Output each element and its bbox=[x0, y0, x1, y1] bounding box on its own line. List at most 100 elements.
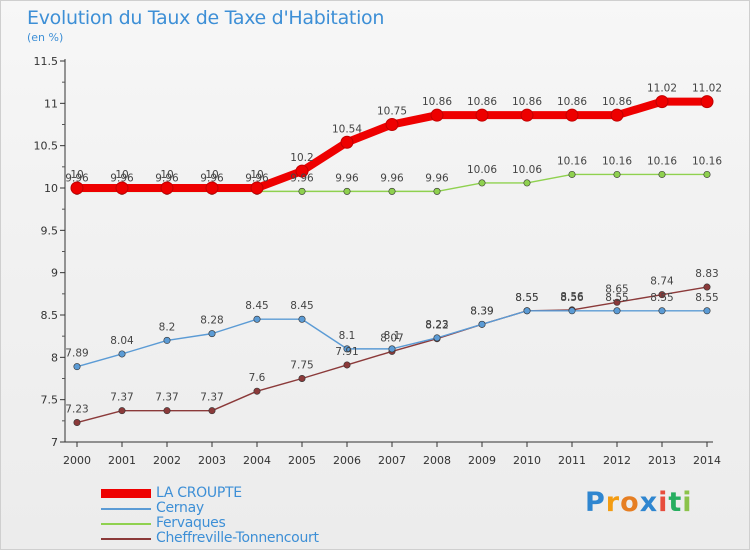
data-label: 9.96 bbox=[110, 172, 134, 184]
data-point bbox=[208, 407, 216, 415]
data-point bbox=[658, 291, 666, 299]
data-point bbox=[343, 345, 351, 353]
data-point bbox=[433, 187, 441, 195]
data-point bbox=[475, 108, 489, 122]
data-point bbox=[703, 170, 711, 178]
data-point bbox=[118, 350, 126, 358]
data-point bbox=[565, 108, 579, 122]
data-label: 10.86 bbox=[557, 96, 587, 108]
chart-title: Evolution du Taux de Taxe d'Habitation bbox=[27, 7, 385, 29]
data-point bbox=[610, 108, 624, 122]
logo-letter: i bbox=[682, 487, 693, 518]
x-tick-label: 2013 bbox=[648, 454, 676, 467]
legend-label-cheffreville-tonnencourt: Cheffreville-Tonnencourt bbox=[156, 530, 319, 546]
legend-item-fervaques: Fervaques bbox=[101, 515, 361, 531]
data-point bbox=[253, 387, 261, 395]
logo-letter: r bbox=[605, 487, 621, 518]
legend-item-la-croupte: LA CROUPTE bbox=[101, 485, 361, 501]
data-point bbox=[430, 108, 444, 122]
y-tick-label: 7.5 bbox=[41, 394, 59, 407]
x-tick-label: 2006 bbox=[333, 454, 361, 467]
data-label: 8.45 bbox=[245, 300, 268, 312]
legend-swatch-fervaques bbox=[101, 523, 151, 525]
data-point bbox=[298, 315, 306, 323]
data-label: 8.2 bbox=[159, 321, 176, 333]
data-label: 9.96 bbox=[335, 172, 359, 184]
legend-item-cheffreville-tonnencourt: Cheffreville-Tonnencourt bbox=[101, 530, 361, 546]
data-point bbox=[205, 181, 219, 195]
data-label: 7.37 bbox=[110, 392, 133, 404]
data-point bbox=[388, 345, 396, 353]
data-label: 7.91 bbox=[335, 346, 358, 358]
data-label: 8.56 bbox=[560, 292, 584, 304]
data-point bbox=[568, 170, 576, 178]
data-point bbox=[250, 181, 264, 195]
y-tick-label: 8.5 bbox=[41, 309, 59, 322]
legend: LA CROUPTE Cernay Fervaques Cheffreville… bbox=[101, 485, 361, 546]
logo-letter: x bbox=[639, 487, 659, 518]
legend-label-fervaques: Fervaques bbox=[156, 515, 226, 531]
legend-item-cernay: Cernay bbox=[101, 500, 361, 516]
data-label: 8.07 bbox=[380, 332, 403, 344]
data-label: 9.96 bbox=[425, 172, 449, 184]
data-label: 11.02 bbox=[647, 83, 677, 95]
data-point bbox=[613, 170, 621, 178]
proxiti-logo: Proxiti bbox=[585, 487, 693, 518]
data-label: 8.28 bbox=[200, 315, 223, 327]
x-tick-label: 2011 bbox=[558, 454, 586, 467]
data-point bbox=[343, 361, 351, 369]
data-label: 7.23 bbox=[65, 404, 88, 416]
x-tick-label: 2003 bbox=[198, 454, 226, 467]
data-label: 10 bbox=[250, 169, 263, 181]
legend-label-la-croupte: LA CROUPTE bbox=[156, 485, 242, 501]
data-label: 10.86 bbox=[422, 96, 452, 108]
data-label: 10.16 bbox=[647, 155, 677, 167]
logo-letter: P bbox=[585, 487, 606, 518]
data-point bbox=[163, 336, 171, 344]
data-label: 10 bbox=[160, 169, 173, 181]
data-point bbox=[298, 187, 306, 195]
data-label: 8.83 bbox=[695, 268, 718, 280]
data-label: 11.02 bbox=[692, 83, 722, 95]
data-point bbox=[118, 407, 126, 415]
data-label: 8.23 bbox=[425, 319, 448, 331]
data-point bbox=[700, 95, 714, 109]
data-point bbox=[523, 307, 531, 315]
data-label: 10.86 bbox=[512, 96, 542, 108]
data-label: 8.45 bbox=[290, 300, 313, 312]
data-label: 8.55 bbox=[515, 292, 538, 304]
data-label: 9.96 bbox=[290, 172, 314, 184]
data-label: 10.16 bbox=[692, 155, 722, 167]
x-tick-label: 2014 bbox=[693, 454, 721, 467]
x-tick-label: 2008 bbox=[423, 454, 451, 467]
data-label: 8.55 bbox=[605, 292, 628, 304]
x-tick-label: 2007 bbox=[378, 454, 406, 467]
unit-label: (en %) bbox=[27, 31, 64, 44]
data-point bbox=[568, 307, 576, 315]
legend-swatch-cernay bbox=[101, 508, 151, 510]
data-label: 10 bbox=[115, 169, 128, 181]
data-label: 8.1 bbox=[384, 330, 401, 342]
data-label: 8.22 bbox=[425, 320, 448, 332]
data-point bbox=[70, 181, 84, 195]
legend-label-cernay: Cernay bbox=[156, 500, 204, 516]
data-point bbox=[658, 307, 666, 315]
x-tick-label: 2004 bbox=[243, 454, 271, 467]
data-point bbox=[208, 330, 216, 338]
x-tick-label: 2002 bbox=[153, 454, 181, 467]
x-tick-label: 2005 bbox=[288, 454, 316, 467]
data-label: 7.37 bbox=[200, 392, 223, 404]
data-point bbox=[73, 363, 81, 371]
data-label: 10.54 bbox=[332, 123, 362, 135]
data-label: 8.65 bbox=[605, 283, 628, 295]
data-point bbox=[253, 315, 261, 323]
data-point bbox=[343, 187, 351, 195]
data-label: 9.96 bbox=[155, 172, 179, 184]
y-tick-label: 11.5 bbox=[34, 55, 59, 68]
y-tick-label: 9.5 bbox=[41, 224, 59, 237]
data-point bbox=[613, 307, 621, 315]
y-tick-label: 9 bbox=[51, 267, 58, 280]
data-point bbox=[115, 181, 129, 195]
data-label: 7.75 bbox=[290, 360, 313, 372]
